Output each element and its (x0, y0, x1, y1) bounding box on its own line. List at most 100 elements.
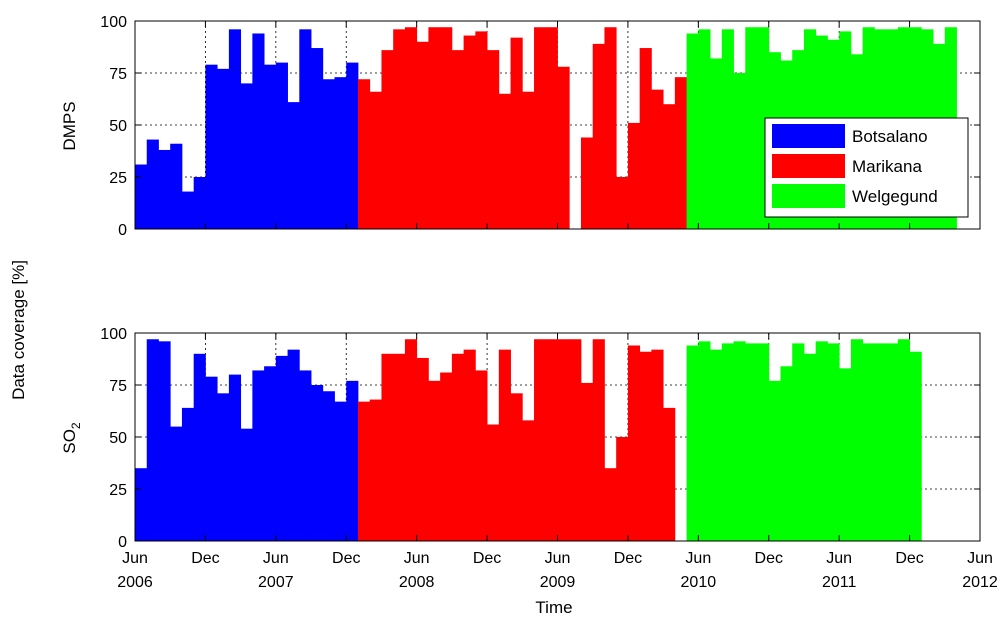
bar-marikana (487, 50, 500, 230)
bar-marikana (369, 399, 382, 541)
so2-x-ticks: Jun 2006 Dec Jun 2007 Dec Jun 2008 Dec Jun 2009 Dec… (117, 333, 998, 591)
y-tick-label: 100 (100, 14, 127, 31)
bar-botsalano (228, 374, 242, 541)
legend-swatch-welgegund (772, 184, 845, 208)
bar-welgegund (862, 343, 875, 541)
bar-marikana (451, 50, 465, 230)
bar-marikana (416, 41, 429, 229)
bar-marikana (639, 48, 652, 229)
bar-marikana (393, 353, 406, 541)
x-tick-year-label: 2009 (540, 574, 576, 591)
bar-marikana (381, 353, 394, 541)
so2-ylabel-main: SO (60, 429, 79, 454)
bar-botsalano (146, 339, 159, 541)
bar-marikana (463, 35, 476, 230)
x-tick-label: Dec (191, 550, 219, 567)
bar-marikana (451, 353, 465, 541)
bar-marikana (557, 66, 570, 229)
bar-welgegund (686, 345, 699, 541)
legend-swatch-botsalano (772, 124, 845, 148)
bar-marikana (663, 104, 676, 229)
so2-panel: 0 25 50 75 100 Jun 2006 Dec Jun 2007 Dec Jun 2008 De… (60, 326, 998, 591)
bar-marikana (545, 27, 558, 229)
bar-marikana (498, 93, 511, 229)
dmps-y-ticks: 0 25 50 75 100 (100, 14, 980, 239)
bar-botsalano (240, 83, 253, 230)
x-tick-label: Jun (545, 550, 571, 567)
dmps-ylabel: DMPS (60, 101, 79, 150)
x-tick-year-label: 2007 (258, 574, 294, 591)
dmps-x-ticks (134, 21, 981, 229)
bar-botsalano (170, 426, 183, 541)
bar-botsalano (287, 349, 300, 541)
bar-marikana (592, 339, 605, 541)
y-tick-label: 50 (109, 118, 127, 135)
bar-marikana (475, 31, 488, 230)
bar-botsalano (205, 64, 218, 230)
bar-marikana (416, 357, 429, 541)
bar-botsalano (252, 33, 265, 230)
legend-label-botsalano: Botsalano (852, 127, 928, 146)
bar-marikana (674, 77, 687, 229)
bar-botsalano (264, 64, 277, 230)
bar-botsalano (346, 62, 359, 229)
bar-welgegund (909, 351, 922, 541)
bar-marikana (393, 29, 406, 229)
y-tick-label: 0 (118, 534, 127, 551)
bar-marikana (440, 372, 453, 541)
bar-marikana (639, 351, 652, 541)
bar-botsalano (170, 143, 183, 229)
bar-marikana (534, 27, 547, 229)
x-tick-label: Jun (967, 550, 993, 567)
bar-botsalano (311, 385, 324, 541)
bar-botsalano (252, 370, 265, 541)
bar-botsalano (334, 77, 347, 229)
bar-welgegund (698, 341, 711, 541)
bar-welgegund (897, 339, 910, 541)
bar-marikana (627, 345, 641, 541)
bar-marikana (616, 177, 629, 229)
bar-marikana (651, 89, 664, 229)
bar-marikana (569, 339, 582, 541)
bar-marikana (651, 349, 664, 541)
bar-marikana (381, 50, 394, 230)
bar-welgegund (733, 341, 746, 541)
bar-botsalano (217, 393, 230, 541)
bar-botsalano (322, 391, 335, 541)
bar-marikana (534, 339, 547, 541)
bar-welgegund (686, 33, 699, 230)
x-tick-year-label: 2008 (399, 574, 435, 591)
bar-botsalano (217, 68, 230, 229)
bar-botsalano (146, 139, 159, 229)
x-tick-label: Jun (826, 550, 852, 567)
bar-marikana (616, 437, 629, 541)
bar-welgegund (768, 380, 781, 541)
bar-welgegund (792, 343, 805, 541)
bar-botsalano (193, 177, 206, 229)
bar-marikana (463, 349, 476, 541)
x-tick-label: Jun (685, 550, 711, 567)
bar-botsalano (240, 428, 253, 541)
bar-botsalano (287, 102, 300, 229)
bar-welgegund (721, 29, 734, 229)
y-tick-label: 0 (118, 222, 127, 239)
bar-welgegund (698, 29, 711, 229)
bar-welgegund (757, 343, 770, 541)
y-tick-label: 75 (109, 66, 127, 83)
so2-ylabel: SO2 (60, 422, 83, 454)
bar-welgegund (710, 349, 723, 541)
so2-y-ticks: 0 25 50 75 100 (100, 326, 980, 551)
bar-botsalano (181, 407, 195, 541)
bar-welgegund (733, 73, 746, 229)
bar-marikana (522, 420, 535, 541)
bar-marikana (580, 382, 594, 541)
bar-marikana (428, 380, 441, 541)
bar-marikana (580, 137, 594, 229)
bar-botsalano (334, 401, 347, 541)
bar-marikana (604, 468, 617, 541)
bar-botsalano (158, 341, 171, 541)
bar-marikana (487, 424, 500, 541)
bar-botsalano (299, 370, 312, 541)
x-tick-label: Jun (263, 550, 289, 567)
